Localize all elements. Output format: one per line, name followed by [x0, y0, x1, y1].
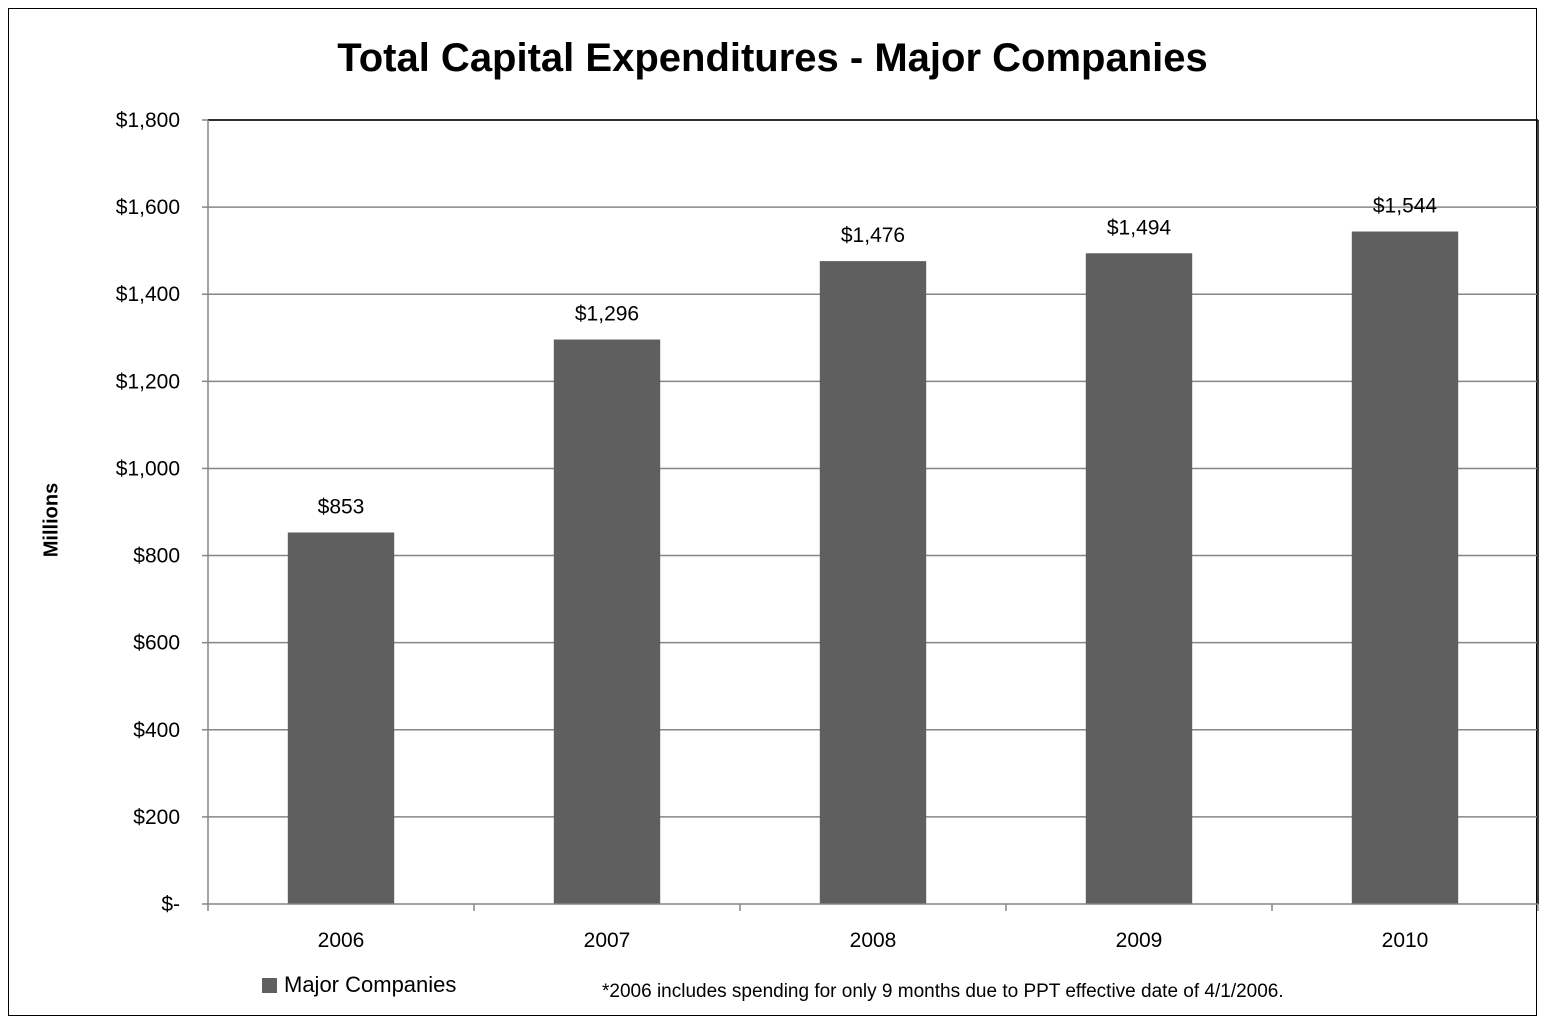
bar-2010	[1351, 231, 1459, 905]
chart-frame	[8, 8, 1537, 1016]
bars	[287, 231, 1459, 905]
data-label-2007: $1,296	[575, 303, 639, 326]
y-tick-label: $1,000	[116, 457, 180, 480]
bar-2009	[1085, 253, 1193, 904]
y-tick-label: $1,800	[116, 109, 180, 132]
legend: Major Companies	[262, 972, 456, 998]
data-labels: $853 $1,296 $1,476 $1,494 $1,544	[318, 195, 1438, 519]
x-tick-label: 2006	[318, 929, 365, 952]
legend-label: Major Companies	[284, 972, 457, 997]
data-label-2009: $1,494	[1107, 216, 1172, 239]
y-tick-label: $400	[133, 719, 180, 742]
data-label-2008: $1,476	[841, 224, 905, 247]
footnote: *2006 includes spending for only 9 month…	[602, 981, 1284, 1002]
bar-2006	[287, 532, 395, 904]
y-tick-label: $200	[133, 806, 180, 829]
data-label-2010: $1,544	[1373, 195, 1438, 218]
chart-title: Total Capital Expenditures - Major Compa…	[337, 36, 1208, 80]
x-tick-label: 2007	[584, 929, 631, 952]
x-tick-label: 2008	[850, 929, 897, 952]
y-tick-label: $-	[161, 893, 180, 916]
y-tick-label: $1,200	[116, 370, 180, 393]
y-tick-label: $600	[133, 632, 180, 655]
y-tick-labels: $- $200 $400 $600 $800 $1,000 $1,200 $1,400 $1,6…	[116, 109, 180, 916]
axes	[202, 119, 1539, 911]
x-tick-label: 2009	[1116, 929, 1163, 952]
bar-2007	[553, 339, 661, 904]
bar-2008	[819, 261, 927, 904]
x-tick-label: 2010	[1382, 929, 1429, 952]
y-tick-label: $800	[133, 545, 180, 568]
legend-swatch	[262, 977, 277, 993]
y-tick-label: $1,400	[116, 283, 180, 306]
data-label-2006: $853	[318, 495, 365, 518]
x-tick-labels: 2006 2007 2008 2009 2010	[318, 929, 1429, 952]
y-tick-label: $1,600	[116, 196, 180, 219]
